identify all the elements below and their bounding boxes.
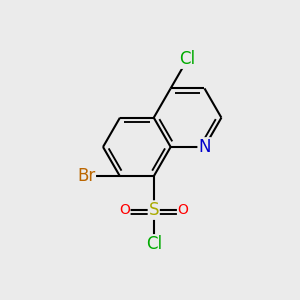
- Text: O: O: [119, 203, 130, 217]
- Text: Br: Br: [77, 167, 95, 185]
- Text: N: N: [198, 138, 211, 156]
- Text: S: S: [148, 201, 159, 219]
- Text: Cl: Cl: [179, 50, 196, 68]
- Text: O: O: [178, 203, 188, 217]
- Text: Cl: Cl: [146, 235, 162, 253]
